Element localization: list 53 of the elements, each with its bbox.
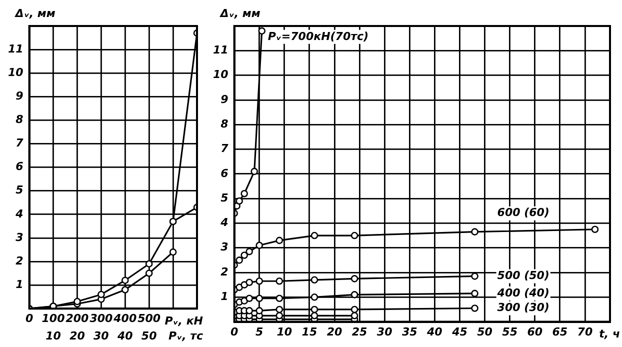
y-tick-label: 1 — [16, 278, 24, 291]
x-tick-label: 0 — [230, 325, 238, 338]
y-tick-label: 10 — [8, 66, 24, 79]
x-tick-label: 35 — [402, 325, 418, 338]
x-tick-label: 0 — [25, 312, 34, 326]
y-axis-title: Δᵥ, мм — [219, 6, 260, 20]
x-tick-label: 55 — [502, 325, 518, 338]
x-tick-label: 45 — [451, 325, 468, 338]
y-tick-label: 8 — [16, 113, 24, 126]
x-tick-label: 20 — [326, 325, 342, 338]
y-tick-label: 2 — [220, 265, 229, 278]
x2-axis-title: Pᵥ, тс — [168, 329, 204, 342]
x-axis-title: t, ч — [599, 328, 620, 341]
y-tick-label: 1 — [220, 290, 228, 304]
y-tick-label: 4 — [220, 216, 228, 230]
x-tick-label: 65 — [552, 325, 568, 338]
x-tick-label: 200 — [66, 312, 90, 326]
y-tick-label: 3 — [16, 230, 24, 244]
x-tick-label: 300 — [90, 312, 113, 326]
y-tick-label: 11 — [212, 44, 228, 57]
y-tick-label: 10 — [212, 68, 229, 82]
y-tick-label: 4 — [14, 207, 24, 220]
y-tick-label: 9 — [220, 92, 229, 106]
x-tick-label: 40 — [426, 325, 443, 338]
y-tick-label: 6 — [220, 166, 229, 180]
y-tick-label: 5 — [16, 184, 24, 197]
x-tick-label: 50 — [477, 325, 493, 338]
series-label: Pᵥ=700кН(70тс) — [268, 30, 369, 43]
x-tick-label: 15 — [302, 325, 318, 338]
y-tick-label: 11 — [8, 42, 24, 56]
y-tick-label: 9 — [16, 90, 24, 103]
series-label: 500 (50) — [497, 269, 550, 282]
y-tick-label: 2 — [16, 254, 24, 268]
series-label: 600 (60) — [497, 206, 550, 220]
y-tick-label: 7 — [16, 136, 24, 150]
y-tick-label: 6 — [16, 160, 24, 174]
x-tick-label: 500 — [138, 312, 161, 326]
x-tick-label: 400 — [112, 312, 137, 326]
y-tick-label: 8 — [220, 117, 229, 130]
series-label: 400 (40) — [496, 286, 550, 300]
y-tick-label: 3 — [220, 240, 229, 254]
x-tick-label: 5 — [256, 325, 264, 338]
x-tick-label: 25 — [352, 325, 368, 338]
y-tick-label: 7 — [220, 142, 229, 156]
x-tick-label: 60 — [527, 325, 543, 338]
x-axis-title: Pᵥ, кН — [164, 314, 203, 328]
y-tick-label: 5 — [220, 191, 229, 204]
x-tick-label: 30 — [376, 325, 393, 338]
x-tick-label: 100 — [42, 312, 66, 326]
x-tick-label: 70 — [577, 325, 593, 338]
series-label: 300 (30) — [497, 301, 550, 314]
y-axis-title: Δᵥ, мм — [14, 6, 56, 20]
x-tick-label: 10 — [276, 325, 292, 338]
